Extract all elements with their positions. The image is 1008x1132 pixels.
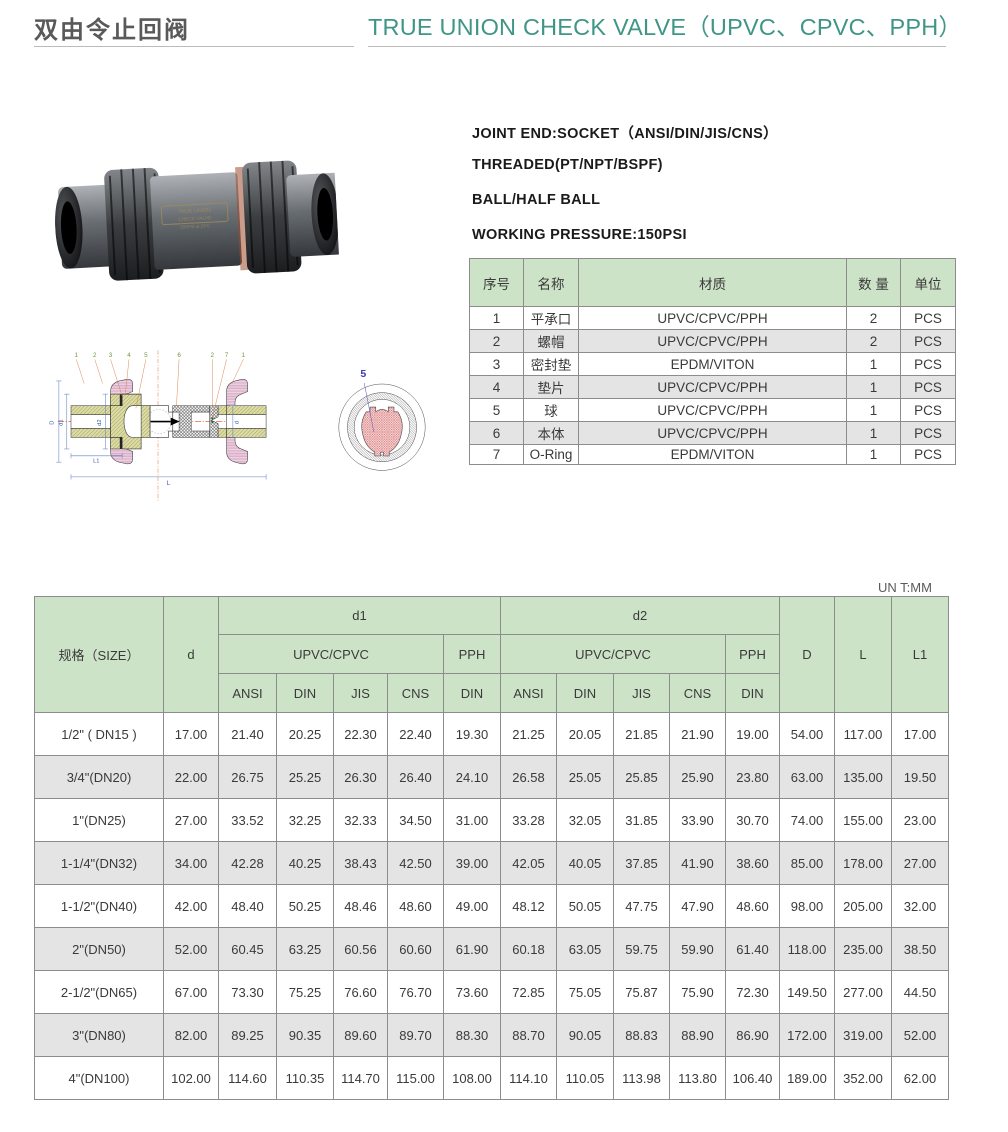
svg-text:d2: d2 xyxy=(97,419,103,425)
svg-text:1: 1 xyxy=(75,352,79,359)
svg-text:7: 7 xyxy=(225,352,229,359)
svg-text:D: D xyxy=(50,421,56,425)
svg-text:5: 5 xyxy=(360,368,366,380)
svg-text:L1: L1 xyxy=(93,459,99,465)
svg-text:d: d xyxy=(235,421,241,424)
svg-text:2: 2 xyxy=(93,352,97,359)
svg-text:5: 5 xyxy=(144,352,148,359)
svg-text:1: 1 xyxy=(242,352,246,359)
svg-text:4: 4 xyxy=(127,352,131,359)
svg-text:d1: d1 xyxy=(59,419,65,425)
svg-text:L: L xyxy=(167,480,171,487)
svg-text:3: 3 xyxy=(109,352,113,359)
svg-text:6: 6 xyxy=(177,352,181,359)
svg-text:2: 2 xyxy=(211,352,215,359)
